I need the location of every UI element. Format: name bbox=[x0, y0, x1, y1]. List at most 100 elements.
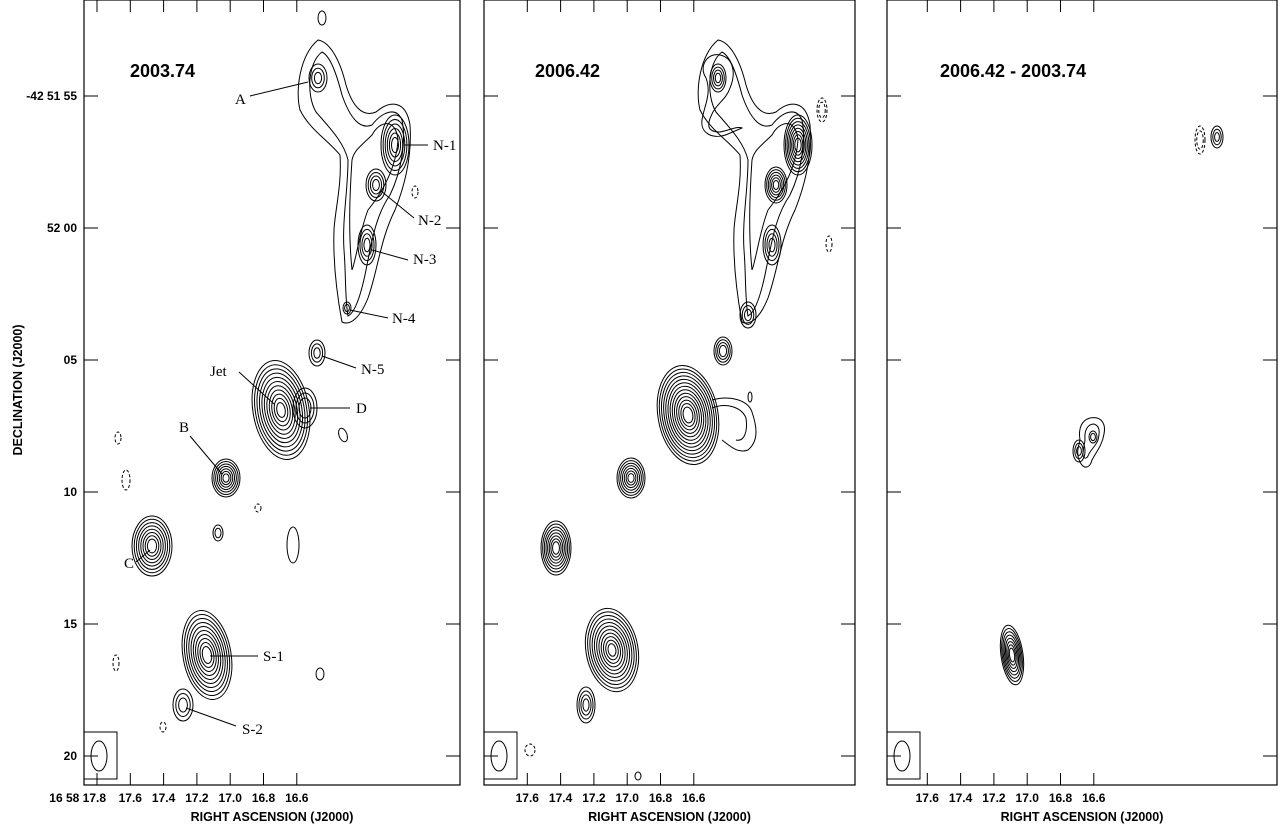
component-S-2 bbox=[578, 690, 594, 720]
contour-level bbox=[338, 427, 348, 443]
component-N-5 bbox=[310, 343, 324, 363]
component-C bbox=[138, 525, 166, 567]
leader-line bbox=[380, 190, 415, 219]
component-N-1 bbox=[789, 127, 807, 163]
x-tick-label: 17.4 bbox=[152, 791, 176, 805]
contour-level bbox=[214, 527, 222, 539]
x-tick-label: 17.6 bbox=[916, 791, 940, 805]
difference-north bbox=[1214, 132, 1220, 142]
difference-jet bbox=[1082, 423, 1100, 459]
difference-jet bbox=[1090, 432, 1096, 442]
contour-envelope bbox=[709, 51, 804, 317]
x-tick-label: 16.6 bbox=[1082, 791, 1106, 805]
component-C bbox=[540, 520, 572, 576]
component-A bbox=[709, 63, 727, 93]
x-tick-label: 16 58 17.8 bbox=[49, 791, 106, 805]
component-S-2 bbox=[582, 698, 590, 712]
leader-line bbox=[371, 249, 409, 261]
panel-title: 2003.74 bbox=[130, 61, 195, 81]
component-B bbox=[220, 470, 232, 486]
x-tick-label: 17.0 bbox=[1016, 791, 1040, 805]
component-N-1 bbox=[791, 131, 805, 159]
feature-label: S-2 bbox=[242, 722, 263, 738]
component-jet bbox=[671, 389, 705, 441]
component-B bbox=[211, 458, 241, 498]
feature-label: Jet bbox=[210, 364, 227, 380]
component-A bbox=[711, 66, 725, 90]
difference-south bbox=[1007, 644, 1017, 666]
x-tick-label: 17.0 bbox=[616, 791, 640, 805]
component-jet bbox=[663, 375, 713, 455]
component-S-1 bbox=[183, 613, 231, 697]
component-N-2 bbox=[771, 177, 781, 193]
component-B bbox=[623, 467, 639, 489]
component-jet bbox=[273, 397, 289, 423]
component-B bbox=[616, 457, 646, 499]
component-jet bbox=[263, 381, 299, 439]
component-S-1 bbox=[181, 609, 233, 701]
y-tick-label: 20 bbox=[64, 749, 78, 763]
component-C bbox=[547, 532, 565, 564]
component-N-1 bbox=[388, 132, 402, 158]
component-jet bbox=[258, 372, 304, 448]
component-A bbox=[308, 63, 328, 93]
leader-line bbox=[238, 371, 275, 405]
component-S-1 bbox=[195, 634, 219, 676]
negative-contour bbox=[1196, 130, 1204, 150]
component-N-3 bbox=[363, 237, 371, 253]
component-B bbox=[222, 473, 230, 483]
beam-box bbox=[886, 731, 921, 780]
component-C bbox=[131, 515, 173, 577]
component-jet bbox=[254, 364, 308, 456]
x-tick-label: 17.0 bbox=[219, 791, 243, 805]
component-N-5 bbox=[718, 344, 728, 358]
contour-level bbox=[212, 524, 224, 542]
difference-jet bbox=[1074, 442, 1084, 460]
component-jet bbox=[673, 392, 703, 438]
component-B bbox=[621, 465, 641, 491]
component-N-4 bbox=[344, 303, 350, 313]
panel-2: 17.6 17.4 17.2 17.0 16.8 16.6 RIGHT ASCENSION … bbox=[483, 0, 856, 824]
component-N-3 bbox=[764, 228, 780, 262]
component-N-5 bbox=[313, 347, 321, 359]
beam-ellipse bbox=[90, 740, 108, 772]
component-A bbox=[311, 67, 325, 89]
y-tick-label: 15 bbox=[64, 617, 78, 631]
component-jet bbox=[665, 378, 711, 452]
panel-title: 2006.42 - 2003.74 bbox=[940, 61, 1086, 81]
contour-level bbox=[634, 771, 642, 781]
panel-frame bbox=[886, 0, 1278, 786]
component-N-2 bbox=[365, 168, 387, 202]
y-tick-label: -42 51 55 bbox=[26, 89, 77, 103]
negative-contour bbox=[114, 431, 122, 445]
component-N-2 bbox=[372, 179, 380, 191]
difference-south bbox=[999, 624, 1025, 686]
component-jet bbox=[268, 389, 294, 431]
panel-1: 16 58 17.8 17.6 17.4 17.2 17.0 16.8 16.6 RIGHT … bbox=[49, 0, 461, 824]
contour-envelope bbox=[349, 123, 399, 271]
panel-2-contours bbox=[524, 39, 833, 781]
component-S-1 bbox=[201, 646, 213, 664]
contour-envelope bbox=[711, 405, 747, 441]
component-N-1 bbox=[794, 137, 802, 153]
beam-box bbox=[83, 731, 118, 780]
feature-label: N-2 bbox=[418, 213, 441, 229]
contour-level bbox=[315, 667, 325, 681]
negative-contour bbox=[121, 469, 131, 491]
feature-label: N-1 bbox=[433, 138, 456, 154]
component-N-1 bbox=[783, 114, 813, 176]
panel-3-contours bbox=[999, 125, 1224, 686]
contour-envelope bbox=[711, 397, 757, 452]
component-S-1 bbox=[186, 618, 228, 692]
contour-envelope bbox=[701, 54, 744, 137]
difference-north bbox=[1210, 125, 1224, 149]
leader-line bbox=[349, 309, 389, 319]
leader-line bbox=[135, 549, 151, 563]
difference-south bbox=[1008, 647, 1016, 663]
component-B bbox=[627, 473, 635, 483]
component-N-5 bbox=[713, 336, 733, 366]
component-S-1 bbox=[589, 614, 635, 686]
feature-label: D bbox=[356, 401, 367, 417]
component-S-2 bbox=[178, 697, 188, 713]
